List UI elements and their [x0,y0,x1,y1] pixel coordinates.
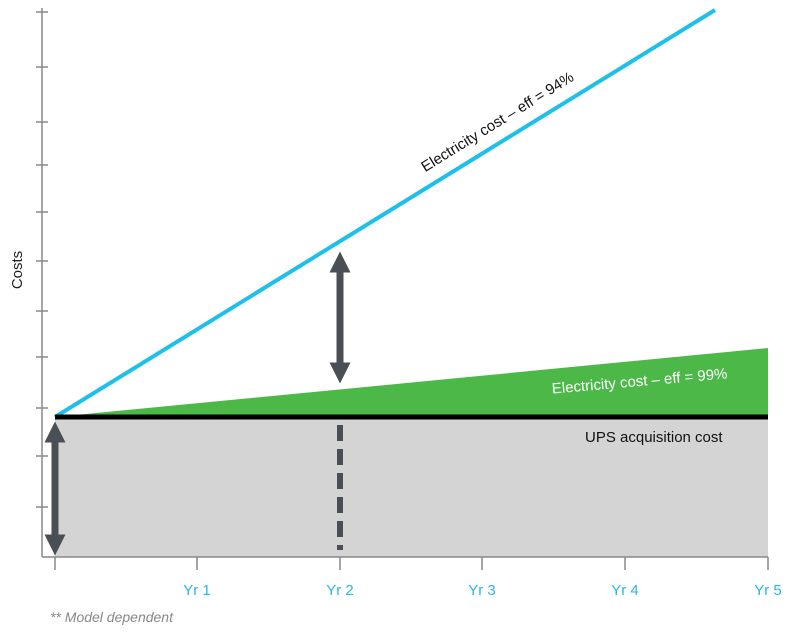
axes [36,8,769,570]
eff94-line [53,8,717,419]
x-label: Yr 4 [611,582,639,599]
ups-area [55,417,768,557]
x-label: Yr 3 [468,582,496,599]
footnote: ** Model dependent [50,609,174,625]
x-label: Yr 1 [183,582,211,599]
ups-label: UPS acquisition cost [585,429,723,446]
x-label: Yr 2 [326,582,354,599]
x-label: Yr 5 [754,582,782,599]
y-axis-label: Costs [9,251,26,289]
eff99-area [55,348,768,417]
eff94-label: Electricity cost – eff = 94% [418,69,577,176]
